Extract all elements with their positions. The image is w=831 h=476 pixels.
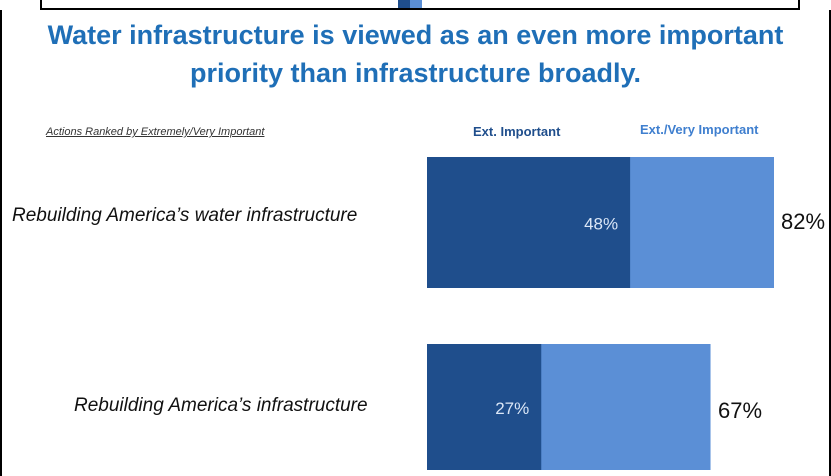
legend-ext-important: Ext. Important <box>473 124 561 139</box>
bar-ext-important-1 <box>427 344 542 470</box>
frame-accent-light <box>410 0 422 8</box>
slide-border-right <box>829 10 831 476</box>
total-label-infrastructure: 67% <box>718 398 763 423</box>
slide-frame <box>40 0 800 10</box>
chart-subheading: Actions Ranked by Extremely/Very Importa… <box>46 126 265 138</box>
data-label-ext-important-1: 27% <box>495 399 529 418</box>
category-label-infrastructure: Rebuilding America’s infrastructure <box>74 395 368 416</box>
data-label-ext-important-0: 48% <box>584 215 618 234</box>
chart-title-line1: Water infrastructure is viewed as an eve… <box>47 20 784 50</box>
chart-title-line2: priority than infrastructure broadly. <box>189 58 642 88</box>
frame-accent-dark <box>398 0 410 8</box>
chart-title: Water infrastructure is viewed as an eve… <box>20 16 811 92</box>
bar-ext-important-0 <box>427 157 631 288</box>
total-label-water: 82% <box>781 209 826 234</box>
slide-border-left <box>0 10 2 476</box>
category-label-water: Rebuilding America’s water infrastructur… <box>12 205 358 226</box>
legend-ext-very-important: Ext./Very Important <box>640 122 759 137</box>
